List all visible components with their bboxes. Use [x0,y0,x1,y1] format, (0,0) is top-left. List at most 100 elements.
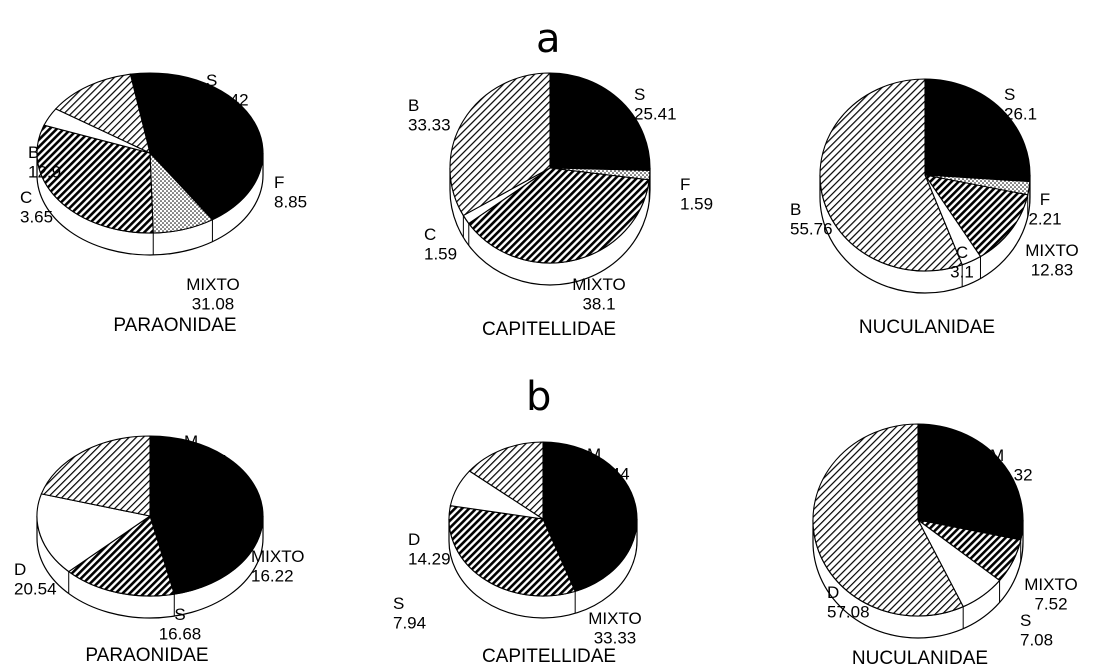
pie-slice-b [449,72,551,217]
pie-slice-label: MIXTO 31.08 [186,275,240,314]
pie-slice-label: S 7.08 [1020,611,1053,650]
slice-value: 33.33 [594,629,637,648]
pie-slice-mixto [36,124,154,234]
slice-category: S [393,594,404,613]
pie-slice-label: B 12.9 [28,143,61,182]
pie-slice-label: S 26.1 [1004,85,1037,124]
slice-value: 33.33 [408,116,451,135]
slice-category: S [1020,611,1031,630]
pie-slice-label: M 28.32 [990,446,1033,485]
pie-slice-label: D 20.54 [14,560,57,599]
pie-slice-label: F 2.21 [1028,190,1061,229]
slice-value: 7.52 [1034,595,1067,614]
pie-slice-label: M 44.44 [587,445,630,484]
slice-value: 7.94 [393,614,426,633]
slice-value: 3.65 [20,208,53,227]
pie-slice-label: MIXTO 16.22 [251,547,305,586]
slice-value: 8.85 [274,193,307,212]
pie-slice-mixto [448,505,576,597]
slice-value: 46.55 [184,452,227,471]
slice-value: 43.42 [206,91,249,110]
pie-slice-s [36,493,152,573]
pie-slice-label: F 1.59 [680,175,713,214]
slice-category: B [790,200,801,219]
panel-label-a: a [536,16,561,62]
pie-slice-d [812,423,964,617]
pie-slice-label: S 25.41 [634,85,677,124]
pie-slice-label: MIXTO 33.33 [588,609,642,648]
pie-slice-b [54,73,151,154]
chart-title: PARAONIDAE [85,645,208,666]
panel-label-b: b [526,374,551,420]
slice-category: S [1004,85,1015,104]
pie-slice-label: C 1.59 [424,225,457,264]
pie-slice-d [40,435,151,517]
slice-category: F [274,173,284,192]
pie-slice-m [542,441,638,593]
chart-title: CAPITELLIDAE [482,319,616,340]
slice-category: F [680,175,690,194]
slice-category: MIXTO [251,547,305,566]
slice-value: 16.22 [251,567,294,586]
slice-category: C [956,243,968,262]
pie-slice-label: C 3.65 [20,188,53,227]
slice-category: B [28,143,39,162]
pie-slice-label: F 8.85 [274,173,307,212]
pie-chart: M 28.32 MIXTO 7.52S 7.08 D 57.08 NUCULANIDAE [812,423,1078,668]
pie-slice-label: S 16.68 [159,605,202,644]
slice-category: MIXTO [186,275,240,294]
pie-slice-m [149,435,264,595]
slice-category: MIXTO [1024,575,1078,594]
slice-value: 2.21 [1028,210,1061,229]
slice-category: D [827,583,839,602]
slice-category: M [587,445,601,464]
pie-chart: M 44.44 MIXTO 33.33 S 7.94 D 14.29 CAPITELLIDAE [393,441,642,667]
slice-value: 12.9 [28,163,61,182]
slice-category: C [424,225,436,244]
slice-category: M [184,432,198,451]
pie-slice-label: D 57.08 [827,583,870,622]
chart-title: CAPITELLIDAE [482,646,616,667]
slice-value: 28.32 [990,466,1033,485]
slice-value: 31.08 [192,295,235,314]
pie-slice-b [819,78,963,272]
pie-slice-s [129,72,264,221]
chart-title: NUCULANIDAE [852,648,988,668]
slice-category: S [174,605,185,624]
chart-title: PARAONIDAE [113,315,236,336]
slice-category: S [206,71,217,90]
slice-value: 14.29 [408,550,451,569]
slice-category: MIXTO [588,609,642,628]
slice-value: 16.68 [159,625,202,644]
pie-slice-label: MIXTO 7.52 [1024,575,1078,614]
slice-category: C [20,188,32,207]
chart-title: NUCULANIDAE [859,317,995,338]
pie-slice-m [917,423,1024,541]
slice-value: 3.1 [950,263,974,282]
pie-slice-label: B 55.76 [790,200,833,239]
pie-slice-mixto [923,174,1029,258]
pie-slice-mixto [67,515,175,597]
pie-slice-label: MIXTO 38.1 [572,275,626,314]
pie-slice-label: D 14.29 [408,530,451,569]
pie-chart: S 43.42 F 8.85 MIXTO 31.08 C 3.65 B 12.9 PARAONIDA… [20,71,307,336]
pie-slice-label: S 7.94 [393,594,426,633]
slice-value: 26.1 [1004,105,1037,124]
slice-category: MIXTO [572,275,626,294]
slice-value: 38.1 [582,295,615,314]
slice-category: B [408,96,419,115]
slice-value: 55.76 [790,220,833,239]
pie-slice-label: MIXTO 12.83 [1025,241,1079,280]
slice-value: 44.44 [587,465,630,484]
slice-value: 1.59 [680,195,713,214]
pie-slice-label: S 43.42 [206,71,249,110]
pie-slice-s [549,72,651,171]
slice-value: 1.59 [424,245,457,264]
pie-slice-s [924,78,1031,183]
pie-slice-mixto [467,167,650,264]
slice-category: MIXTO [1025,241,1079,260]
pie-chart: S 26.1 F 2.21 MIXTO 12.83 C 3.1 B 55.76 NUCULANIDA… [790,78,1079,338]
slice-value: 20.54 [14,580,57,599]
